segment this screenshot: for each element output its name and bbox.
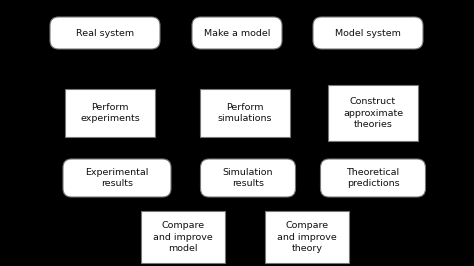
Text: Real system: Real system: [76, 28, 134, 38]
Text: Make a model: Make a model: [204, 28, 270, 38]
Text: Compare
and improve
model: Compare and improve model: [153, 221, 213, 253]
FancyBboxPatch shape: [201, 159, 295, 197]
FancyBboxPatch shape: [192, 17, 282, 49]
FancyBboxPatch shape: [65, 89, 155, 137]
Text: Compare
and improve
theory: Compare and improve theory: [277, 221, 337, 253]
Text: Theoretical
predictions: Theoretical predictions: [346, 168, 400, 188]
FancyBboxPatch shape: [141, 211, 225, 263]
FancyBboxPatch shape: [265, 211, 349, 263]
FancyBboxPatch shape: [313, 17, 423, 49]
Text: Simulation
results: Simulation results: [223, 168, 273, 188]
FancyBboxPatch shape: [200, 89, 290, 137]
FancyBboxPatch shape: [63, 159, 171, 197]
FancyBboxPatch shape: [328, 85, 418, 141]
Text: Perform
simulations: Perform simulations: [218, 103, 272, 123]
Text: Construct
approximate
theories: Construct approximate theories: [343, 97, 403, 128]
Text: Model system: Model system: [335, 28, 401, 38]
FancyBboxPatch shape: [50, 17, 160, 49]
Text: Experimental
results: Experimental results: [85, 168, 149, 188]
Text: Perform
experiments: Perform experiments: [80, 103, 140, 123]
FancyBboxPatch shape: [320, 159, 426, 197]
